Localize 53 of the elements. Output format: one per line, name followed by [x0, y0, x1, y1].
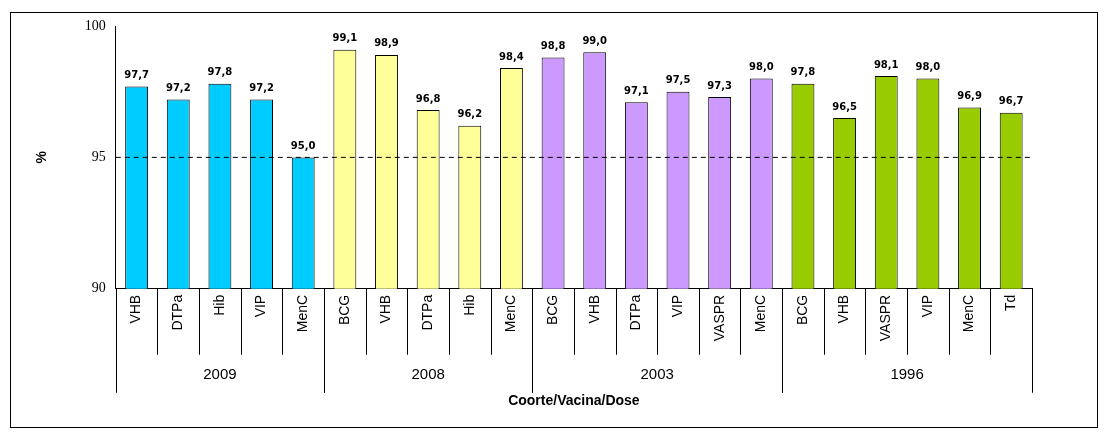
x-tick-label: DTPa — [419, 294, 435, 331]
x-tick-label: VHB — [835, 294, 852, 324]
x-tick-label: Hib — [460, 294, 477, 316]
x-axis-title: Coorte/Vacina/Dose — [508, 392, 640, 409]
x-tick-label: BCG — [793, 294, 810, 326]
data-label: 98,1 — [873, 58, 899, 70]
x-tick-label: DTPa — [169, 294, 186, 331]
data-label: 95,0 — [290, 139, 316, 151]
data-label: 98,9 — [374, 37, 399, 49]
y-tick-label: 100 — [84, 17, 106, 33]
data-label: 97,1 — [624, 84, 649, 96]
x-tick-label: BCG — [543, 294, 560, 326]
x-tick-label: Td — [1002, 294, 1019, 312]
x-tick-label: VASPR — [877, 294, 894, 342]
data-label: 96,2 — [457, 108, 483, 120]
data-label: 97,8 — [790, 66, 816, 78]
data-label: 97,2 — [165, 82, 191, 94]
series-label: 1996 — [890, 364, 924, 382]
x-tick-label: VHB — [127, 294, 144, 324]
x-tick-label: VIP — [668, 294, 685, 318]
series-label: 2003 — [640, 364, 674, 382]
x-tick-label: Hib — [210, 294, 227, 316]
data-label: 97,5 — [665, 74, 691, 86]
x-tick-label: MenC — [960, 294, 977, 333]
x-tick-label: DTPa — [627, 294, 644, 331]
data-label: 98,4 — [499, 50, 524, 62]
data-label: 97,7 — [124, 69, 149, 81]
series-label: 2008 — [411, 364, 445, 382]
y-tick-label: 90 — [91, 280, 106, 296]
x-tick-label: MenC — [502, 294, 519, 333]
x-tick-label: VASPR — [710, 294, 727, 342]
data-label: 99,0 — [582, 34, 608, 46]
x-tick-label: VIP — [252, 294, 269, 318]
data-label: 98,8 — [540, 40, 566, 52]
data-label: 96,8 — [415, 92, 441, 104]
y-axis-title: % — [33, 150, 50, 164]
data-label: 96,5 — [832, 100, 857, 112]
x-tick-label: VHB — [377, 294, 394, 324]
y-tick-label: 95 — [91, 149, 106, 165]
data-label: 98,0 — [915, 61, 941, 73]
data-label: 99,1 — [332, 32, 358, 44]
data-label: 96,9 — [957, 90, 982, 102]
series-label: 2009 — [203, 364, 237, 382]
x-tick-label: MenC — [752, 294, 769, 333]
x-tick-label: VIP — [918, 294, 935, 318]
x-tick-label: VHB — [585, 294, 602, 324]
x-tick-label: BCG — [335, 294, 352, 326]
data-label: 97,8 — [207, 66, 233, 78]
data-label: 98,0 — [748, 61, 774, 73]
data-label: 97,3 — [707, 79, 733, 91]
data-label: 97,2 — [249, 82, 274, 94]
x-tick-label: MenC — [294, 294, 311, 333]
data-label: 96,7 — [998, 95, 1024, 107]
